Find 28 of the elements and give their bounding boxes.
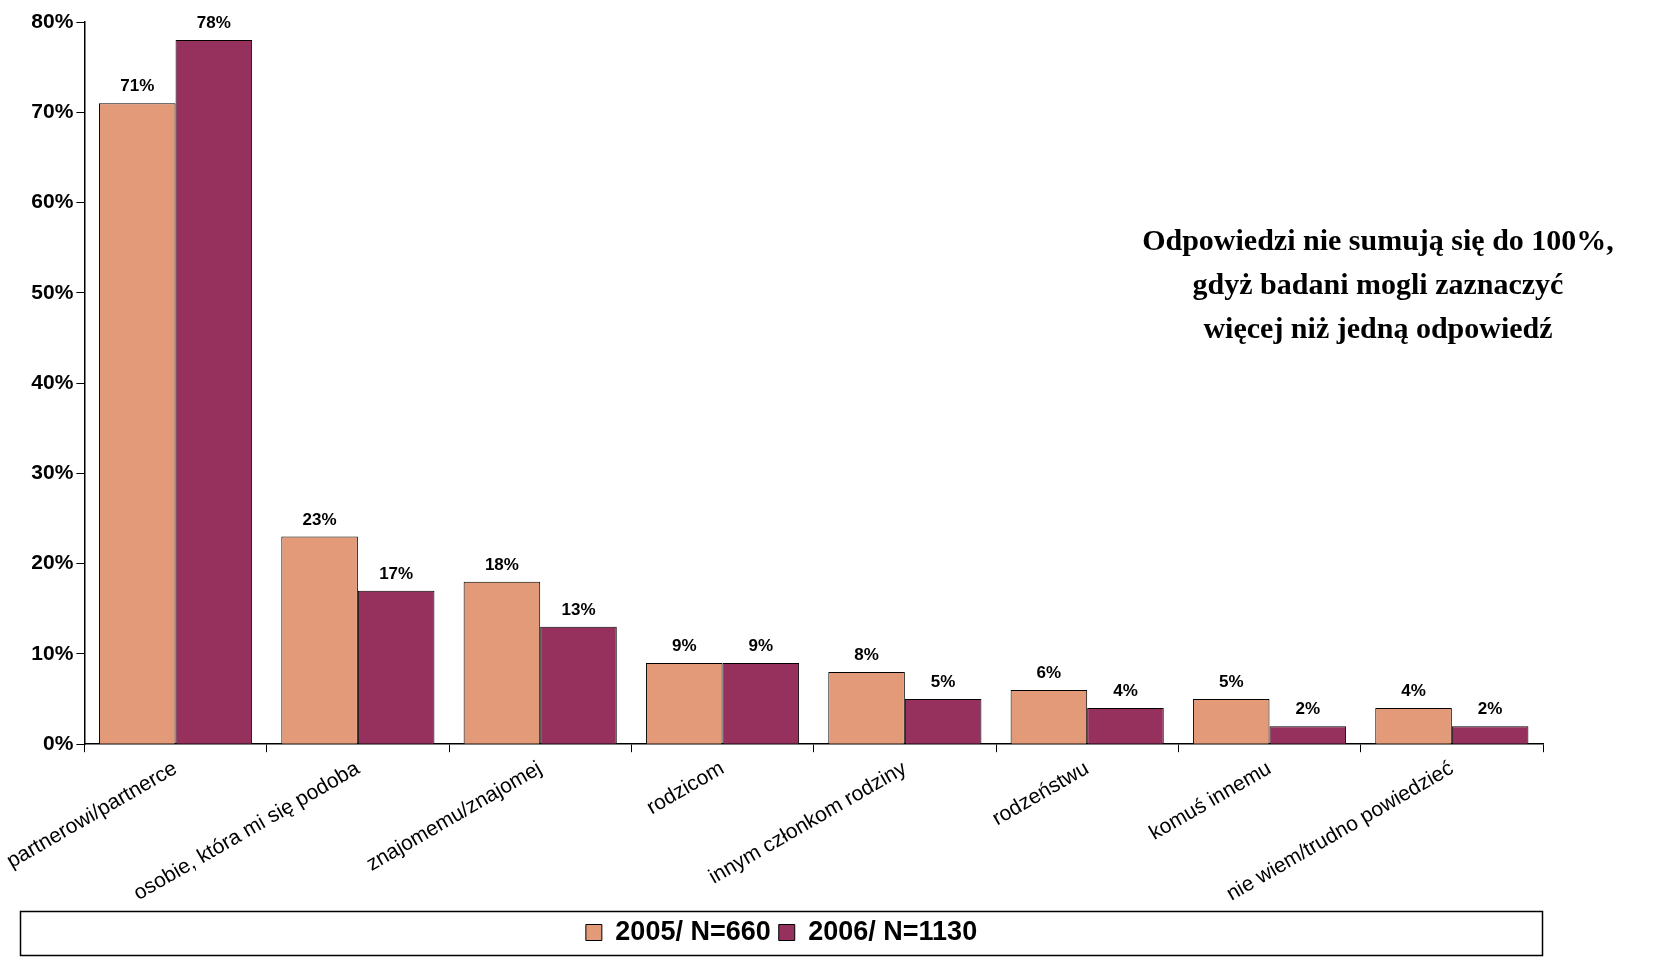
annotation: Odpowiedzi nie sumują się do 100%, gdyż badani mogli zaznaczyć więcej niż jedną odpowiedź [1142, 222, 1614, 344]
data-label: 4% [1401, 681, 1426, 701]
data-label: 4% [1113, 681, 1138, 701]
data-label: 5% [930, 672, 956, 692]
y-tick-label: 30% [31, 460, 74, 484]
data-label: 71% [120, 76, 155, 96]
y-tick-label: 0% [43, 730, 74, 754]
data-label: 9% [748, 636, 774, 656]
data-label: 2% [1295, 699, 1321, 719]
legend-label: 2005/ N=660 [615, 915, 771, 946]
data-label: 2% [1477, 699, 1503, 719]
y-tick-label: 20% [31, 550, 74, 574]
legend-label: 2006/ N=1130 [808, 915, 978, 946]
y-tick-label: 50% [31, 279, 74, 303]
data-label: 9% [671, 636, 697, 656]
data-label: 8% [854, 645, 879, 665]
data-label: 5% [1218, 672, 1244, 692]
data-label: 18% [484, 554, 519, 574]
y-tick-label: 80% [31, 8, 74, 32]
y-tick-label: 10% [31, 640, 74, 664]
y-tick-label: 60% [31, 189, 74, 213]
y-tick-label: 40% [31, 369, 74, 393]
data-label: 6% [1036, 663, 1062, 683]
data-label: 78% [196, 13, 231, 33]
y-tick-label: 70% [31, 99, 74, 123]
data-label: 13% [561, 600, 596, 620]
data-label: 17% [379, 563, 414, 583]
data-label: 23% [302, 509, 337, 529]
